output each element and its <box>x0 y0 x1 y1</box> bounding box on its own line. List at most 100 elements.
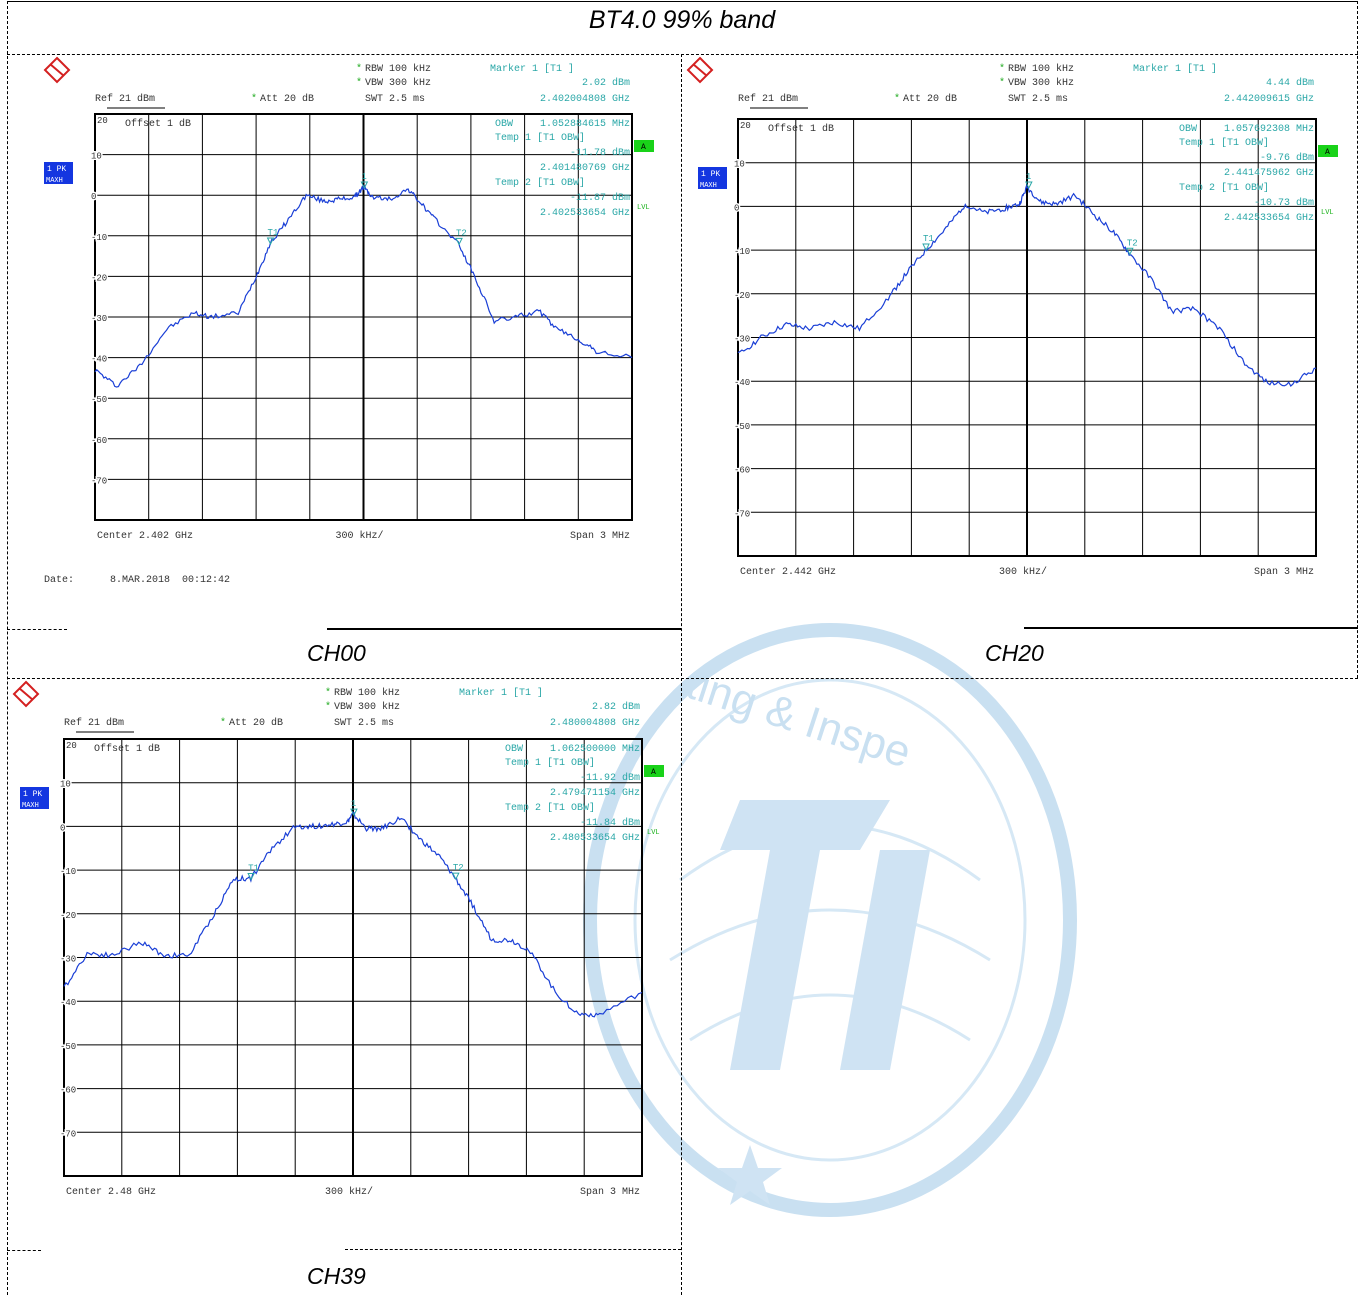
temp1-level: -11.92 dBm <box>580 772 640 784</box>
a-badge <box>644 765 664 777</box>
temp1-label: Temp 1 [T1 OBW] <box>505 757 595 769</box>
marker-level: 2.82 dBm <box>592 701 640 713</box>
y-tick-label: -30 <box>734 335 750 345</box>
trace-mode-badge <box>698 167 727 178</box>
temp2-frequency: 2.480533654 GHz <box>550 833 640 844</box>
frequency-per-division: 300 kHz/ <box>999 566 1047 578</box>
y-tick-label: -10 <box>734 247 750 257</box>
marker-frequency: 2.442009615 GHz <box>1224 94 1314 105</box>
obw-label: OBW <box>505 744 523 755</box>
y-tick-label: 0 <box>60 823 65 833</box>
temp2-frequency: 2.402533654 GHz <box>540 208 630 219</box>
y-tick-label: -30 <box>60 955 76 965</box>
svg-text:*: * <box>325 687 331 699</box>
y-tick-label: 10 <box>734 160 745 170</box>
ref-level: Ref 21 dBm <box>64 717 124 729</box>
offset-label: Offset 1 dB <box>94 743 160 755</box>
vbw-setting: VBW 300 kHz <box>365 77 431 89</box>
marker-label: T1 <box>248 863 259 873</box>
marker-title: Marker 1 [T1 ] <box>1133 63 1217 75</box>
frequency-per-division: 300 kHz/ <box>325 1186 373 1198</box>
sweep-time: SWT 2.5 ms <box>1008 94 1068 105</box>
temp1-level: -11.78 dBm <box>570 147 630 159</box>
table-right-border <box>1357 1 1358 678</box>
temp2-label: Temp 2 [T1 OBW] <box>505 802 595 814</box>
row-divider <box>7 678 1358 679</box>
y-tick-label: -60 <box>91 436 107 446</box>
marker-label: T2 <box>1127 238 1138 248</box>
trace-mode-badge <box>44 162 73 173</box>
rohde-schwarz-logo-icon <box>686 56 714 84</box>
y-tick-label: 20 <box>97 116 108 126</box>
a-badge-label: A <box>1325 148 1330 157</box>
vbw-setting: VBW 300 kHz <box>1008 77 1074 89</box>
marker-1: 1 <box>1025 172 1033 190</box>
y-tick-label: -60 <box>734 466 750 476</box>
temp2-level: -11.84 dBm <box>580 817 640 829</box>
temp2-level: -10.73 dBm <box>1254 197 1314 209</box>
attenuation: Att 20 dB <box>229 717 283 729</box>
marker-frequency: 2.480004808 GHz <box>550 718 640 729</box>
page-title: BT4.0 99% band <box>588 6 776 34</box>
y-tick-label: -50 <box>60 1042 76 1052</box>
caption-ch00: CH00 <box>307 640 366 666</box>
spectrum-panel-ch39: RBW 100 kHz VBW 300 kHz * * Ref 21 dBm Att 20… <box>12 680 680 1248</box>
y-tick-label: -70 <box>734 509 750 519</box>
temp1-frequency: 2.441475962 GHz <box>1224 168 1314 179</box>
y-tick-label: -20 <box>91 273 107 283</box>
trace-pk-label: 1 PK <box>23 790 42 799</box>
svg-text:*: * <box>999 63 1005 75</box>
rbw-setting: RBW 100 kHz <box>365 63 431 75</box>
lvl-label: LVL <box>637 204 650 212</box>
attenuation: Att 20 dB <box>903 93 957 105</box>
ref-level: Ref 21 dBm <box>95 93 155 105</box>
timestamp: Date: 8.MAR.2018 00:12:42 <box>44 575 231 586</box>
attenuation: Att 20 dB <box>260 93 314 105</box>
temp1-label: Temp 1 [T1 OBW] <box>495 132 585 144</box>
obw-value: 1.057692308 MHz <box>1224 124 1314 135</box>
caption-ch39: CH39 <box>307 1263 366 1289</box>
spectrum-trace <box>63 811 643 1018</box>
frequency-per-division: 300 kHz/ <box>336 530 384 542</box>
y-tick-label: 10 <box>60 780 71 790</box>
trace-pk-label: 1 PK <box>701 170 720 179</box>
marker-t1: T1 <box>247 863 259 881</box>
marker-title: Marker 1 [T1 ] <box>490 63 574 75</box>
marker-1: 1 <box>360 172 369 190</box>
trace-maxh-label: MAXH <box>700 182 717 190</box>
temp1-label: Temp 1 [T1 OBW] <box>1179 137 1269 149</box>
a-badge-label: A <box>641 143 646 152</box>
marker-t1: T1 <box>266 228 278 246</box>
y-tick-label: -20 <box>60 911 76 921</box>
lvl-label: LVL <box>647 829 660 837</box>
caption-ch20: CH20 <box>985 640 1044 666</box>
y-tick-label: -10 <box>91 233 107 243</box>
plot-grid <box>737 118 1317 557</box>
trace-maxh-label: MAXH <box>46 177 63 185</box>
marker-label: 1 <box>1026 172 1031 182</box>
marker-1: 1 <box>350 799 358 817</box>
sweep-time: SWT 2.5 ms <box>334 718 394 729</box>
obw-label: OBW <box>1179 124 1197 135</box>
marker-level: 2.02 dBm <box>582 77 630 89</box>
title-row-divider <box>7 54 1358 55</box>
lvl-label: LVL <box>1321 209 1334 217</box>
span: Span 3 MHz <box>1254 567 1314 578</box>
temp1-frequency: 2.479471154 GHz <box>550 788 640 799</box>
center-frequency: Center 2.48 GHz <box>66 1187 156 1198</box>
svg-text:*: * <box>356 63 362 75</box>
svg-text:ting & Inspe: ting & Inspe <box>681 659 917 777</box>
y-tick-label: -10 <box>60 867 76 877</box>
caption-divider-c <box>1024 627 1358 629</box>
obw-label: OBW <box>495 119 513 130</box>
marker-level: 4.44 dBm <box>1266 77 1314 89</box>
rbw-setting: RBW 100 kHz <box>1008 63 1074 75</box>
rohde-schwarz-logo-icon <box>43 56 71 84</box>
trace-pk-label: 1 PK <box>47 165 66 174</box>
marker-label: T2 <box>453 863 464 873</box>
y-tick-label: -40 <box>91 355 107 365</box>
obw-value: 1.062500000 MHz <box>550 744 640 755</box>
temp2-label: Temp 2 [T1 OBW] <box>495 177 585 189</box>
